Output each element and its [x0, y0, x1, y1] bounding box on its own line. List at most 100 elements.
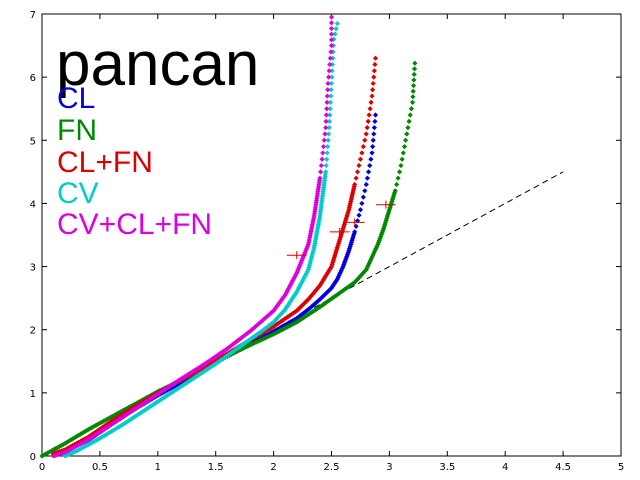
x-tick-label: 2: [270, 462, 276, 473]
data-point: [319, 156, 325, 162]
x-tick-label: 0: [39, 462, 45, 473]
data-point: [186, 378, 192, 384]
data-point: [370, 137, 376, 143]
data-point: [272, 317, 278, 324]
data-point: [91, 438, 97, 445]
data-point: [298, 260, 304, 266]
data-point: [175, 385, 181, 391]
legend-entry: FN: [57, 114, 97, 147]
data-point: [328, 14, 335, 20]
data-point: [287, 299, 293, 306]
data-point: [147, 404, 153, 410]
data-point: [110, 417, 117, 423]
data-point: [79, 430, 86, 436]
data-point: [365, 169, 372, 175]
data-point: [334, 20, 340, 27]
data-point: [284, 321, 290, 327]
data-point: [324, 299, 330, 305]
data-point: [289, 278, 296, 284]
data-point: [201, 361, 207, 368]
data-point: [331, 36, 337, 42]
x-tick-label: 2.5: [324, 462, 340, 473]
data-point: [93, 437, 99, 444]
data-point: [122, 420, 128, 426]
data-point: [261, 336, 267, 342]
data-point: [294, 289, 300, 295]
data-point: [342, 286, 348, 292]
data-point: [324, 93, 330, 99]
data-point: [207, 364, 213, 370]
data-point: [382, 219, 389, 225]
data-point: [333, 249, 339, 255]
data-point: [234, 348, 240, 355]
data-point: [308, 310, 314, 316]
data-point: [299, 303, 305, 309]
data-point: [283, 305, 289, 311]
data-point: [290, 317, 296, 324]
data-point: [54, 444, 61, 451]
data-point: [325, 144, 331, 150]
data-point: [329, 61, 336, 68]
data-point: [368, 99, 374, 105]
data-point: [284, 324, 290, 330]
data-point: [372, 248, 378, 254]
data-point: [288, 280, 295, 286]
data-point: [91, 423, 97, 429]
data-point: [116, 417, 122, 423]
data-point: [169, 382, 175, 388]
data-point: [315, 305, 321, 311]
data-point: [171, 381, 177, 387]
data-point: [399, 156, 405, 162]
data-point: [341, 221, 347, 228]
data-point: [156, 398, 162, 404]
data-point: [408, 106, 415, 112]
data-point: [411, 77, 417, 83]
data-point: [381, 226, 387, 232]
data-point: [391, 190, 398, 196]
data-point: [304, 245, 310, 252]
data-point: [291, 276, 297, 282]
data-point: [255, 338, 261, 344]
data-point: [396, 169, 403, 175]
data-point: [338, 232, 344, 238]
data-point: [324, 156, 330, 162]
data-point: [364, 265, 370, 271]
data-point: [133, 405, 140, 411]
data-point: [278, 311, 284, 317]
data-point: [335, 242, 341, 249]
data-point: [78, 441, 84, 447]
data-point: [269, 309, 275, 315]
data-point: [161, 395, 167, 401]
data-point: [372, 112, 379, 118]
data-point: [325, 137, 331, 143]
data-point: [243, 339, 249, 345]
data-point: [310, 217, 316, 224]
data-point: [377, 235, 383, 242]
data-point: [328, 37, 335, 43]
data-point: [173, 379, 179, 386]
data-point: [331, 281, 337, 288]
data-point: [332, 31, 338, 37]
data-point: [323, 125, 329, 131]
data-point: [188, 377, 194, 383]
data-point: [326, 74, 332, 80]
data-point: [311, 215, 317, 221]
data-point: [259, 318, 265, 324]
y-tick-label: 1: [30, 389, 36, 400]
data-point: [362, 188, 368, 194]
data-point: [85, 426, 91, 433]
data-point: [379, 230, 385, 236]
data-point: [269, 320, 275, 326]
data-point: [317, 175, 323, 181]
data-point: [248, 335, 254, 342]
data-point: [326, 267, 332, 273]
data-point: [105, 424, 111, 430]
data-point: [271, 323, 277, 330]
data-point: [318, 169, 324, 175]
data-point: [101, 423, 107, 429]
data-point: [146, 397, 152, 403]
data-point: [328, 296, 334, 303]
data-point: [303, 313, 309, 319]
data-point: [381, 223, 387, 230]
data-point: [262, 315, 268, 321]
